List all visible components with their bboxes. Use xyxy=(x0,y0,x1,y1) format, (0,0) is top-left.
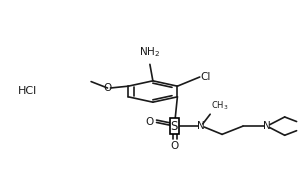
Text: NH$_2$: NH$_2$ xyxy=(139,45,160,59)
Text: O: O xyxy=(103,83,112,93)
Text: N: N xyxy=(197,121,205,131)
Text: O: O xyxy=(170,141,179,151)
Text: CH$_3$: CH$_3$ xyxy=(211,100,228,112)
Text: HCl: HCl xyxy=(18,87,37,96)
Text: O: O xyxy=(145,117,153,127)
Text: Cl: Cl xyxy=(201,72,211,82)
Text: N: N xyxy=(263,121,271,131)
Text: S: S xyxy=(171,120,178,133)
